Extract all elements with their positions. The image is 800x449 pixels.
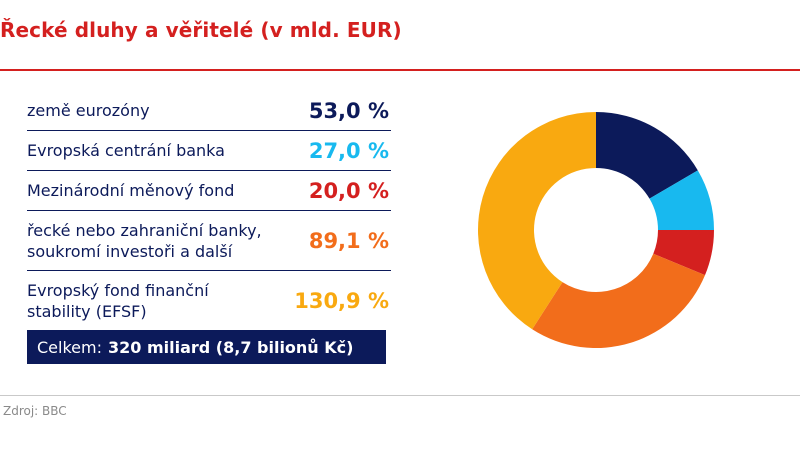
legend-row-efsf: Evropský fond finanční stability (EFSF) … [27, 271, 391, 331]
source-note: Zdroj: BBC [3, 404, 67, 418]
legend-row-banks: řecké nebo zahraniční banky, soukromí in… [27, 211, 391, 271]
donut-slice-5 [477, 112, 596, 330]
legend-value: 53,0 % [308, 98, 389, 123]
legend-value: 20,0 % [308, 178, 389, 203]
legend-label: Evropský fond finanční stability (EFSF) [27, 281, 209, 321]
chart-title: Řecké dluhy a věřitelé (v mld. EUR) [0, 18, 402, 42]
legend-label: Mezinárodní měnový fond [27, 181, 235, 200]
total-banner: Celkem: 320 miliard (8,7 bilionů Kč) [27, 330, 386, 364]
total-label: Celkem: [37, 337, 102, 357]
legend-label: Evropská centrání banka [27, 141, 225, 160]
title-divider [0, 69, 800, 71]
legend-row-imf: Mezinárodní měnový fond 20,0 % [27, 171, 391, 211]
legend: země eurozóny 53,0 % Evropská centrání b… [27, 91, 391, 331]
donut-slice-3 [653, 230, 714, 276]
donut-slice-2 [649, 170, 714, 230]
legend-value: 130,9 % [294, 289, 389, 313]
legend-value: 27,0 % [308, 138, 389, 163]
legend-label: řecké nebo zahraniční banky, soukromí in… [27, 220, 262, 261]
legend-value: 89,1 % [308, 228, 389, 253]
legend-label: země eurozóny [27, 101, 150, 120]
footer-divider [0, 395, 800, 396]
donut-slice-1 [596, 112, 698, 199]
donut-slice-4 [532, 253, 706, 349]
donut-chart [477, 112, 714, 349]
total-value: 320 miliard (8,7 bilionů Kč) [107, 337, 354, 357]
legend-row-ecb: Evropská centrání banka 27,0 % [27, 131, 391, 171]
legend-row-eurozone: země eurozóny 53,0 % [27, 91, 391, 131]
